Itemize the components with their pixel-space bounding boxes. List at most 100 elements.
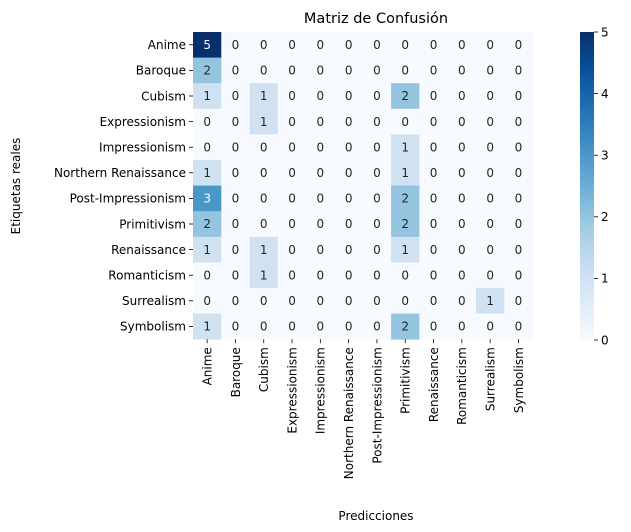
heatmap-cell	[476, 185, 505, 212]
heatmap-cell	[504, 134, 533, 161]
cell-value-label: 0	[373, 268, 381, 282]
cell-value-label: 0	[430, 89, 438, 103]
cell-value-label: 1	[401, 140, 409, 154]
heatmap-cell	[306, 57, 335, 84]
cell-value-label: 0	[232, 294, 240, 308]
x-tick-label: Northern Renaissance	[342, 347, 356, 479]
heatmap-cell	[334, 211, 364, 238]
heatmap-cell	[334, 313, 364, 340]
heatmap-cell	[447, 211, 477, 238]
heatmap-cell	[249, 108, 279, 135]
cell-value-label: 0	[232, 243, 240, 257]
heatmap-cell	[249, 313, 279, 340]
heatmap-cell	[504, 313, 533, 340]
cell-value-label: 0	[345, 192, 353, 206]
cell-value-label: 0	[486, 192, 494, 206]
heatmap-cell	[306, 134, 335, 161]
cell-value-label: 0	[430, 140, 438, 154]
heatmap-cell	[419, 83, 449, 110]
heatmap-cell	[334, 236, 364, 263]
heatmap-cell	[362, 185, 392, 212]
y-tick-label: Baroque	[136, 64, 186, 78]
cell-value-label: 0	[260, 217, 268, 231]
heatmap-cell	[193, 185, 222, 212]
cell-value-label: 0	[345, 294, 353, 308]
heatmap-cell	[221, 108, 250, 135]
heatmap-cell	[419, 288, 449, 314]
heatmap-cell	[504, 32, 533, 58]
heatmap-cell	[221, 57, 250, 84]
cell-value-label: 0	[486, 243, 494, 257]
heatmap-cell	[447, 185, 477, 212]
cell-value-label: 0	[486, 89, 494, 103]
cell-value-label: 0	[317, 294, 325, 308]
colorbar-tick-label: 0	[601, 333, 609, 347]
cell-value-label: 0	[260, 64, 268, 78]
heatmap-cell	[193, 57, 222, 84]
cell-value-label: 0	[486, 64, 494, 78]
cell-value-label: 0	[288, 166, 296, 180]
heatmap-cell	[306, 288, 335, 314]
heatmap-cell	[306, 262, 335, 289]
heatmap-cell	[334, 288, 364, 314]
heatmap-cell	[447, 160, 477, 186]
cell-value-label: 0	[317, 166, 325, 180]
cell-value-label: 0	[486, 268, 494, 282]
colorbar-tick-label: 3	[601, 149, 609, 163]
cell-value-label: 0	[260, 320, 268, 334]
cell-value-label: 1	[260, 268, 268, 282]
heatmap-cell	[334, 262, 364, 289]
heatmap-cell	[249, 160, 279, 186]
heatmap-cell	[391, 32, 420, 58]
heatmap-cell	[362, 288, 392, 314]
cell-value-label: 0	[373, 320, 381, 334]
cell-value-label: 2	[401, 192, 409, 206]
heatmap-cell	[447, 313, 477, 340]
cell-value-label: 0	[345, 64, 353, 78]
cell-value-label: 0	[288, 268, 296, 282]
heatmap-cell	[391, 160, 420, 186]
y-tick-label: Surrealism	[122, 294, 186, 308]
heatmap-cell	[221, 236, 250, 263]
heatmap-cell	[334, 108, 364, 135]
heatmap-cell	[193, 134, 222, 161]
heatmap-cell	[277, 160, 307, 186]
cell-value-label: 0	[401, 64, 409, 78]
cell-value-label: 0	[345, 140, 353, 154]
cell-value-label: 0	[345, 115, 353, 129]
cell-value-label: 0	[317, 64, 325, 78]
colorbar-tick-label: 2	[601, 210, 609, 224]
heatmap-cell	[419, 313, 449, 340]
heatmap-cell	[334, 32, 364, 58]
heatmap-cell	[221, 83, 250, 110]
heatmap-cell	[447, 236, 477, 263]
cell-value-label: 0	[317, 320, 325, 334]
heatmap-cell	[221, 313, 250, 340]
y-tick-label: Primitivism	[119, 217, 186, 231]
cell-value-label: 0	[373, 89, 381, 103]
cell-value-label: 0	[317, 89, 325, 103]
heatmap-cell	[476, 134, 505, 161]
cell-value-label: 1	[401, 243, 409, 257]
cell-value-label: 0	[430, 320, 438, 334]
cell-value-label: 0	[232, 140, 240, 154]
cell-value-label: 0	[260, 140, 268, 154]
heatmap-cell	[362, 236, 392, 263]
cell-value-label: 0	[401, 115, 409, 129]
heatmap-cell	[193, 32, 222, 58]
heatmap-cell	[277, 313, 307, 340]
x-tick-label: Primitivism	[399, 347, 413, 414]
cell-value-label: 0	[458, 217, 466, 231]
cell-value-label: 1	[260, 89, 268, 103]
heatmap-cell	[221, 288, 250, 314]
cell-value-label: 0	[373, 38, 381, 52]
heatmap-cell	[193, 288, 222, 314]
heatmap-cell	[504, 57, 533, 84]
heatmap-cell	[391, 57, 420, 84]
heatmap-cell	[221, 134, 250, 161]
heatmap-cell	[193, 83, 222, 110]
heatmap-cell	[277, 108, 307, 135]
cell-value-label: 0	[288, 89, 296, 103]
heatmap-cell	[306, 160, 335, 186]
cell-value-label: 0	[260, 192, 268, 206]
